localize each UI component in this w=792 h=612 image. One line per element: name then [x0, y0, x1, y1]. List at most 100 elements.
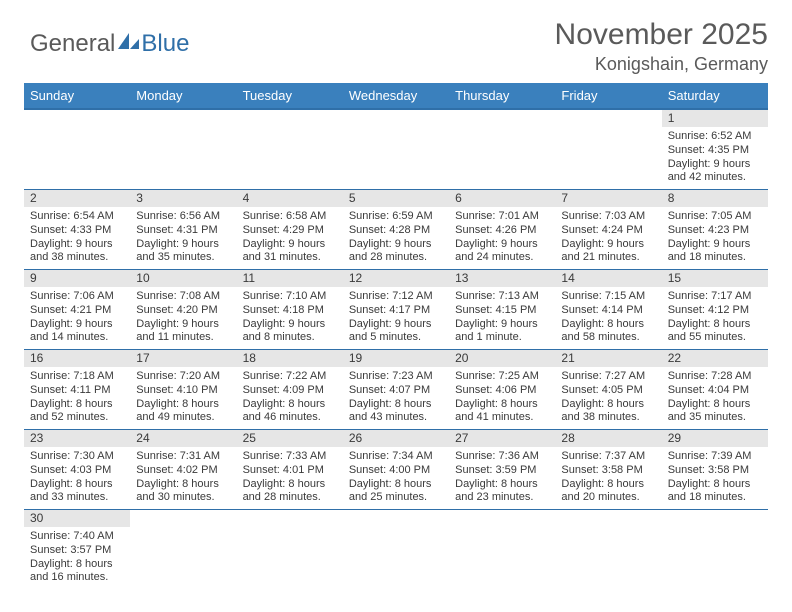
day-cell: 23Sunrise: 7:30 AMSunset: 4:03 PMDayligh…: [24, 430, 130, 510]
day-number: 7: [555, 190, 661, 207]
daylight-line: Daylight: 9 hours and 1 minute.: [455, 318, 538, 344]
sunset-line: Sunset: 4:23 PM: [668, 224, 749, 236]
day-details: Sunrise: 7:08 AMSunset: 4:20 PMDaylight:…: [130, 287, 236, 349]
weekday-header: Friday: [555, 83, 661, 109]
blank-cell: [237, 109, 343, 190]
sunset-line: Sunset: 4:18 PM: [243, 304, 324, 316]
blank-cell: [24, 109, 130, 190]
day-cell: 18Sunrise: 7:22 AMSunset: 4:09 PMDayligh…: [237, 350, 343, 430]
day-number: 18: [237, 350, 343, 367]
logo-sail-icon: [118, 33, 140, 56]
sunset-line: Sunset: 4:09 PM: [243, 384, 324, 396]
daylight-line: Daylight: 8 hours and 23 minutes.: [455, 478, 538, 504]
day-details: Sunrise: 7:18 AMSunset: 4:11 PMDaylight:…: [24, 367, 130, 429]
day-details: Sunrise: 7:03 AM Sunset: 4:24 PM Daylight:…: [555, 207, 661, 269]
day-number: 20: [449, 350, 555, 367]
sunset-line: Sunset: 4:14 PM: [561, 304, 642, 316]
sunrise-line: Sunrise: 6:54 AM: [30, 210, 114, 222]
sunset-line: Sunset: 4:35 PM: [668, 144, 749, 156]
sunset-line: Sunset: 4:07 PM: [349, 384, 430, 396]
sunrise-line: Sunrise: 7:36 AM: [455, 450, 539, 462]
sunset-line: Sunset: 4:12 PM: [668, 304, 749, 316]
weekday-header: Monday: [130, 83, 236, 109]
sunrise-line: Sunrise: 7:15 AM: [561, 290, 645, 302]
day-cell: 28Sunrise: 7:37 AMSunset: 3:58 PMDayligh…: [555, 430, 661, 510]
day-cell: 13Sunrise: 7:13 AMSunset: 4:15 PMDayligh…: [449, 270, 555, 350]
sunrise-line: Sunrise: 7:27 AM: [561, 370, 645, 382]
blank-cell: [449, 510, 555, 590]
calendar-row: 9Sunrise: 7:06 AMSunset: 4:21 PMDaylight…: [24, 270, 768, 350]
day-cell: 7 Sunrise: 7:03 AM Sunset: 4:24 PM Daylight…: [555, 190, 661, 270]
day-details: Sunrise: 6:54 AMSunset: 4:33 PMDaylight:…: [24, 207, 130, 269]
daylight-line: Daylight: 9 hours and 8 minutes.: [243, 318, 326, 344]
day-number: 12: [343, 270, 449, 287]
sunrise-line: Sunrise: 7:12 AM: [349, 290, 433, 302]
day-number: 4: [237, 190, 343, 207]
sunset-line: Sunset: 4:01 PM: [243, 464, 324, 476]
daylight-line: Daylight: 9 hours and 21 minutes.: [561, 238, 644, 264]
day-number: 13: [449, 270, 555, 287]
daylight-line: Daylight: 8 hours and 49 minutes.: [136, 398, 219, 424]
weekday-header: Tuesday: [237, 83, 343, 109]
daylight-line: Daylight: 8 hours and 33 minutes.: [30, 478, 113, 504]
calendar-row: 1Sunrise: 6:52 AMSunset: 4:35 PMDaylight…: [24, 109, 768, 190]
sunrise-line: Sunrise: 6:56 AM: [136, 210, 220, 222]
day-number: 1: [662, 110, 768, 127]
blank-cell: [662, 510, 768, 590]
day-cell: 25Sunrise: 7:33 AMSunset: 4:01 PMDayligh…: [237, 430, 343, 510]
weekday-header-row: SundayMondayTuesdayWednesdayThursdayFrid…: [24, 83, 768, 109]
sunset-line: Sunset: 4:10 PM: [136, 384, 217, 396]
daylight-line: Daylight: 8 hours and 18 minutes.: [668, 478, 751, 504]
logo-text-blue: Blue: [141, 30, 189, 58]
sunrise-line: Sunrise: 7:10 AM: [243, 290, 327, 302]
daylight-line: Daylight: 8 hours and 16 minutes.: [30, 558, 113, 584]
day-details: Sunrise: 7:20 AMSunset: 4:10 PMDaylight:…: [130, 367, 236, 429]
day-cell: 17Sunrise: 7:20 AMSunset: 4:10 PMDayligh…: [130, 350, 236, 430]
day-number: 22: [662, 350, 768, 367]
day-number: 28: [555, 430, 661, 447]
day-details: Sunrise: 7:39 AMSunset: 3:58 PMDaylight:…: [662, 447, 768, 509]
day-number: 11: [237, 270, 343, 287]
calendar-row: 2Sunrise: 6:54 AMSunset: 4:33 PMDaylight…: [24, 190, 768, 270]
daylight-line: Daylight: 9 hours and 24 minutes.: [455, 238, 538, 264]
day-number: 2: [24, 190, 130, 207]
day-details: Sunrise: 7:15 AMSunset: 4:14 PMDaylight:…: [555, 287, 661, 349]
daylight-line: Daylight: 9 hours and 42 minutes.: [668, 158, 751, 184]
sunrise-line: Sunrise: 7:22 AM: [243, 370, 327, 382]
daylight-line: Daylight: 8 hours and 25 minutes.: [349, 478, 432, 504]
day-details: Sunrise: 6:52 AMSunset: 4:35 PMDaylight:…: [662, 127, 768, 189]
sunset-line: Sunset: 4:06 PM: [455, 384, 536, 396]
daylight-line: Daylight: 9 hours and 11 minutes.: [136, 318, 219, 344]
day-number: 8: [662, 190, 768, 207]
sunset-line: Sunset: 4:04 PM: [668, 384, 749, 396]
sunrise-line: Sunrise: 7:17 AM: [668, 290, 752, 302]
day-number: 6: [449, 190, 555, 207]
calendar-row: 30Sunrise: 7:40 AMSunset: 3:57 PMDayligh…: [24, 510, 768, 590]
sunrise-line: Sunrise: 6:58 AM: [243, 210, 327, 222]
sunrise-line: Sunrise: 7:05 AM: [668, 210, 752, 222]
day-cell: 29Sunrise: 7:39 AMSunset: 3:58 PMDayligh…: [662, 430, 768, 510]
day-number: 16: [24, 350, 130, 367]
day-details: Sunrise: 7:17 AMSunset: 4:12 PMDaylight:…: [662, 287, 768, 349]
day-cell: 21Sunrise: 7:27 AMSunset: 4:05 PMDayligh…: [555, 350, 661, 430]
sunrise-line: Sunrise: 7:08 AM: [136, 290, 220, 302]
day-cell: 22Sunrise: 7:28 AMSunset: 4:04 PMDayligh…: [662, 350, 768, 430]
sunset-line: Sunset: 3:58 PM: [561, 464, 642, 476]
sunset-line: Sunset: 3:57 PM: [30, 544, 111, 556]
day-details: Sunrise: 7:06 AMSunset: 4:21 PMDaylight:…: [24, 287, 130, 349]
calendar-table: SundayMondayTuesdayWednesdayThursdayFrid…: [24, 83, 768, 589]
sunset-line: Sunset: 3:59 PM: [455, 464, 536, 476]
day-number: 5: [343, 190, 449, 207]
sunset-line: Sunset: 4:24 PM: [561, 224, 642, 236]
day-number: 14: [555, 270, 661, 287]
day-number: 30: [24, 510, 130, 527]
day-cell: 9Sunrise: 7:06 AMSunset: 4:21 PMDaylight…: [24, 270, 130, 350]
sunset-line: Sunset: 3:58 PM: [668, 464, 749, 476]
sunrise-line: Sunrise: 7:03 AM: [561, 210, 645, 222]
day-number: 24: [130, 430, 236, 447]
day-cell: 5Sunrise: 6:59 AMSunset: 4:28 PMDaylight…: [343, 190, 449, 270]
sunrise-line: Sunrise: 7:37 AM: [561, 450, 645, 462]
daylight-line: Daylight: 8 hours and 28 minutes.: [243, 478, 326, 504]
blank-cell: [237, 510, 343, 590]
calendar-body: 1Sunrise: 6:52 AMSunset: 4:35 PMDaylight…: [24, 109, 768, 589]
